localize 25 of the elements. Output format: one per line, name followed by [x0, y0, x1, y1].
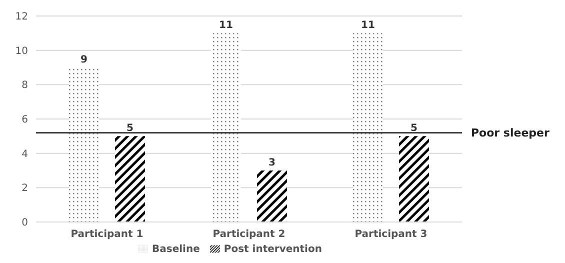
x-tick-label: Participant 1: [70, 229, 144, 240]
x-tick-label: Participant 2: [212, 229, 286, 240]
legend-label: Post intervention: [224, 244, 322, 255]
bar: [115, 136, 145, 222]
data-label: 5: [126, 123, 134, 134]
y-tick-label: 12: [15, 12, 28, 23]
y-tick-label: 6: [22, 114, 28, 126]
bar: [353, 33, 383, 222]
data-label: 11: [219, 20, 233, 32]
ref-line-label: Poor sleeper: [471, 126, 550, 140]
y-tick-label: 2: [22, 183, 28, 194]
bar: [399, 136, 429, 222]
data-label: 9: [80, 54, 88, 66]
data-label: 5: [410, 123, 418, 134]
y-tick-label: 0: [22, 218, 28, 229]
y-tick-label: 8: [22, 80, 28, 92]
data-label: 3: [268, 158, 276, 168]
x-tick-label: Participant 3: [354, 229, 428, 240]
data-label: 11: [361, 20, 375, 32]
bar: [69, 68, 99, 222]
legend-label: Baseline: [152, 244, 200, 255]
bar: [211, 33, 241, 222]
y-tick-label: 4: [22, 148, 28, 160]
bar: [257, 170, 287, 222]
y-tick-label: 10: [15, 46, 28, 57]
